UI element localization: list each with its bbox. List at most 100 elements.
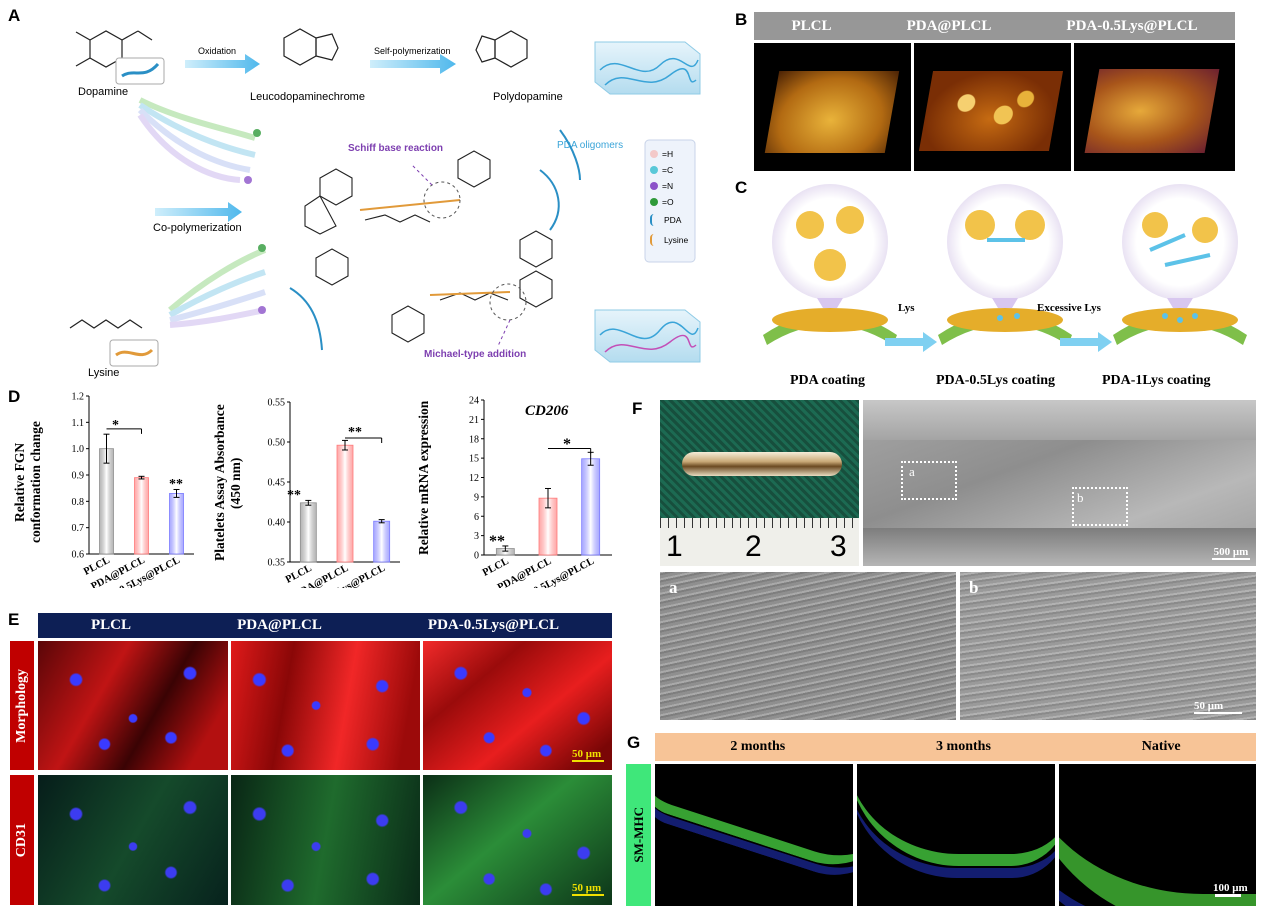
y-tick-label: 21 bbox=[469, 415, 479, 426]
sem-detail-b-label: b bbox=[969, 578, 979, 597]
afm-header-plcl: PLCL bbox=[791, 17, 832, 34]
pda-lys-cube-bottom bbox=[594, 309, 701, 363]
bar-2 bbox=[373, 520, 391, 563]
dopamine-inset bbox=[115, 57, 165, 85]
copolymerization-arrow bbox=[155, 202, 242, 222]
legend-item-n: =N bbox=[650, 178, 696, 194]
morphology-scale-line bbox=[572, 760, 604, 762]
legend-item-h: =H bbox=[650, 146, 696, 162]
panel-label-d: D bbox=[8, 387, 21, 406]
michael-addition-label: Michael-type addition bbox=[424, 349, 527, 360]
graft-photo: 1 2 3 bbox=[660, 400, 859, 566]
oxidation-arrow bbox=[185, 54, 260, 74]
chart1-ylabel: Relative FGN conformation change bbox=[12, 421, 43, 543]
g-scale-bar: 100 μm bbox=[1213, 882, 1248, 897]
legend-item-pda: PDA bbox=[650, 210, 696, 230]
cd31-scale-bar: 50 μm bbox=[572, 882, 604, 896]
panel-a-schematic bbox=[69, 28, 701, 367]
cell-header-plcl: PLCL bbox=[91, 617, 132, 633]
lys-arrow-label: Lys bbox=[898, 302, 915, 314]
y-tick-label: 0.40 bbox=[268, 518, 286, 529]
ruler-label-3: 3 bbox=[830, 530, 847, 563]
ruler-ticks bbox=[660, 518, 859, 528]
h-atom-dot bbox=[650, 150, 658, 158]
nuclei-band-3m bbox=[857, 768, 1055, 878]
bar-0 bbox=[299, 502, 317, 563]
nuclei-band-2m bbox=[655, 764, 853, 893]
lysine-structure bbox=[69, 319, 143, 329]
self-polymerization-arrow bbox=[370, 54, 456, 74]
y-tick-label: 18 bbox=[469, 434, 479, 445]
panel-label-f: F bbox=[632, 399, 643, 418]
morphology-image-plcl bbox=[38, 641, 228, 770]
y-tick-label: 1.0 bbox=[72, 444, 85, 455]
cd206-bar-chart: 03691215182124PLCLPDA@PLCLPDA-0.5Lys@PLC… bbox=[469, 396, 612, 588]
panel-g-header: 2 months 3 months Native bbox=[655, 733, 1256, 761]
schiff-base-label: Schiff base reaction bbox=[348, 143, 444, 154]
panel-label-e: E bbox=[8, 610, 20, 629]
sm-mhc-image-native: 100 μm bbox=[1059, 764, 1256, 906]
self-polymerization-label: Self-polymerization bbox=[374, 46, 451, 56]
lysine-line-icon bbox=[650, 234, 660, 246]
chart3-sig-plcl: ** bbox=[489, 533, 505, 550]
bar-1 bbox=[134, 477, 149, 555]
sem-roi-b bbox=[1072, 487, 1128, 526]
chart3-sig-bracket: * bbox=[563, 436, 571, 453]
copolymerization-label: Co-polymerization bbox=[153, 222, 242, 234]
platelet-bar-chart: 0.350.400.450.500.55PLCLPDA@PLCLPDA-0.5L… bbox=[268, 398, 400, 588]
cd31-row-label: CD31 bbox=[10, 775, 34, 905]
sm-mhc-row-label: SM-MHC bbox=[626, 764, 651, 906]
morphology-image-pda-lys bbox=[423, 641, 612, 770]
cell-header-pda: PDA@PLCL bbox=[237, 617, 322, 633]
chart2-sig-bracket: ** bbox=[348, 425, 362, 440]
leucodopaminechrome-label: Leucodopaminechrome bbox=[250, 91, 365, 103]
panel-label-g: G bbox=[627, 733, 641, 752]
fan-bottom bbox=[168, 244, 267, 328]
cd31-scale-line bbox=[572, 894, 604, 896]
chart2-sig-plcl: ** bbox=[287, 488, 301, 503]
cd31-image-pda bbox=[231, 775, 420, 905]
panel-label-b: B bbox=[735, 10, 748, 29]
y-tick-label: 24 bbox=[469, 396, 479, 407]
detail-scale-line bbox=[1194, 712, 1242, 714]
pda-coating-illustration bbox=[763, 184, 897, 345]
cd31-image-plcl bbox=[38, 775, 228, 905]
afm-image-pda-lys bbox=[1074, 43, 1235, 171]
pda-1lys-coating-illustration bbox=[1113, 184, 1247, 345]
y-tick-label: 0.6 bbox=[72, 550, 85, 561]
pda-line-icon bbox=[650, 214, 660, 226]
y-tick-label: 0 bbox=[474, 551, 479, 562]
y-tick-label: 1.2 bbox=[72, 392, 85, 403]
y-tick-label: 15 bbox=[469, 454, 479, 465]
sem-roi-a bbox=[901, 461, 957, 500]
pda-cube-top bbox=[594, 41, 701, 95]
morphology-scale-bar: 50 μm bbox=[572, 748, 604, 762]
morphology-row-label: Morphology bbox=[10, 641, 34, 770]
bar-1 bbox=[336, 444, 354, 563]
afm-header-pda: PDA@PLCL bbox=[906, 17, 992, 34]
afm-header-pda-lys: PDA-0.5Lys@PLCL bbox=[1066, 17, 1198, 34]
graft-specimen bbox=[682, 452, 842, 476]
bar-2 bbox=[581, 458, 601, 556]
n-atom-dot bbox=[650, 182, 658, 190]
panel-c-schematic bbox=[763, 184, 1247, 352]
pda-coating-label: PDA coating bbox=[790, 373, 866, 388]
g-header-2months: 2 months bbox=[730, 739, 786, 754]
sem-lumen-band bbox=[863, 400, 1256, 440]
cd31-image-pda-lys bbox=[423, 775, 612, 905]
excessive-lys-arrow-label: Excessive Lys bbox=[1037, 302, 1101, 314]
fan-top bbox=[137, 97, 261, 184]
ruler-label-1: 1 bbox=[666, 530, 683, 563]
excessive-lys-arrow bbox=[1060, 332, 1112, 352]
lys-arrow bbox=[885, 332, 937, 352]
chart1-sig-doublestar: ** bbox=[169, 477, 183, 492]
y-tick-label: 1.1 bbox=[72, 418, 85, 429]
ruler bbox=[660, 518, 859, 566]
sem-scale-line bbox=[1212, 558, 1250, 560]
y-tick-label: 0.8 bbox=[72, 497, 85, 508]
panel-label-c: C bbox=[735, 178, 748, 197]
y-tick-label: 0.7 bbox=[72, 523, 85, 534]
chart3-title: CD206 bbox=[525, 403, 569, 419]
polydopamine-label: Polydopamine bbox=[493, 91, 563, 103]
y-tick-label: 0.55 bbox=[268, 398, 286, 409]
